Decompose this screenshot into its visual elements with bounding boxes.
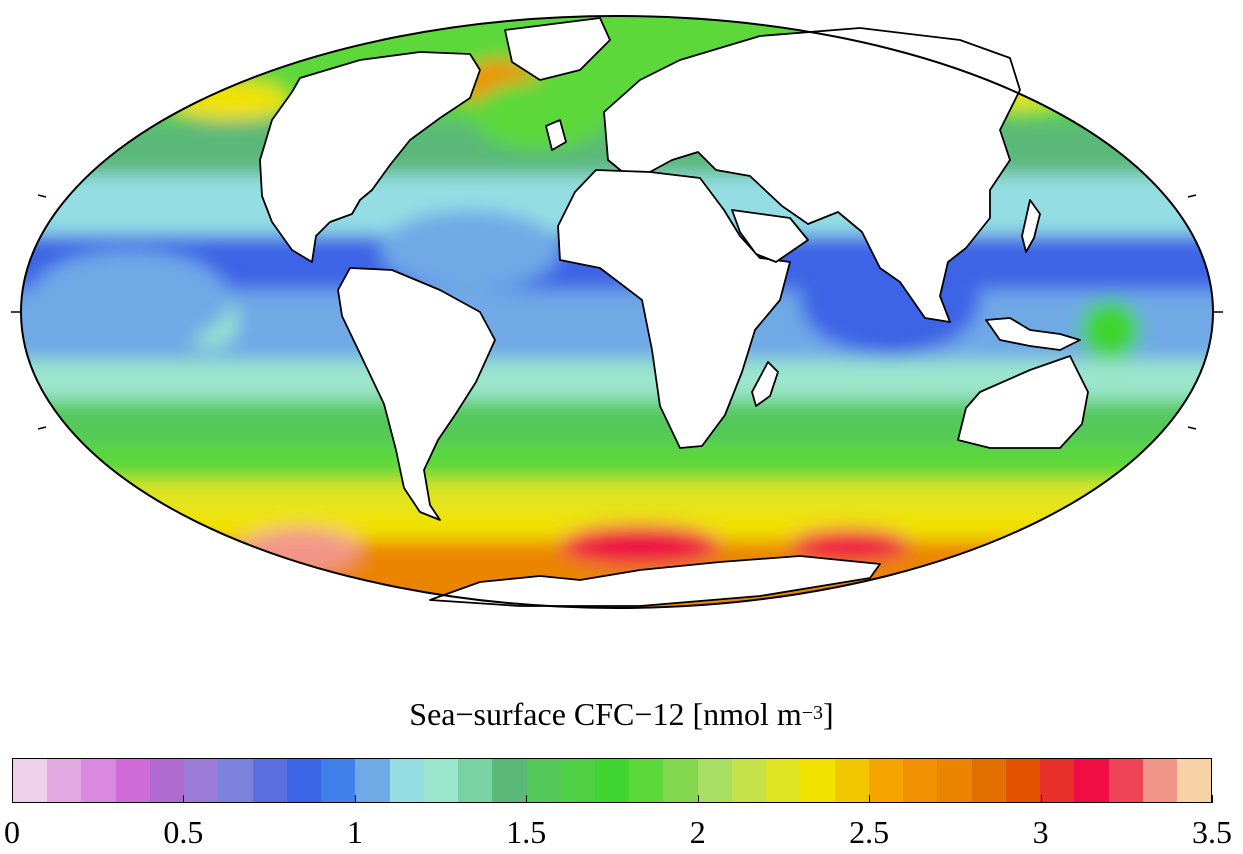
africa-landmass xyxy=(557,169,791,449)
colorbar-tick-label: 2.5 xyxy=(849,814,890,850)
colorbar-swatch xyxy=(1040,759,1075,802)
colorbar-swatch xyxy=(1176,759,1212,802)
colorbar-tick-label: 3 xyxy=(1032,814,1049,850)
colorbar-tick-mark xyxy=(869,795,871,803)
cfc-field-patch xyxy=(21,480,1213,510)
colorbar-tick-label: 0 xyxy=(4,814,20,850)
colorbar-swatch xyxy=(355,759,390,802)
colorbar-swatch xyxy=(766,759,801,802)
colorbar-swatch xyxy=(47,759,82,802)
colorbar-swatch xyxy=(286,759,322,802)
colorbar-tick-mark xyxy=(12,795,13,803)
colorbar-swatch xyxy=(389,759,424,802)
colorbar-tick-mark xyxy=(354,795,356,803)
eurasia-landmass xyxy=(603,27,1021,323)
cfc-field-patch xyxy=(380,210,560,290)
colorbar-swatch xyxy=(458,759,493,802)
south-america-landmass xyxy=(337,267,496,521)
cfc-field-patch xyxy=(21,445,1213,480)
colorbar-swatch xyxy=(697,759,732,802)
colorbar-swatch xyxy=(1074,759,1109,802)
colorbar-swatch xyxy=(971,759,1006,802)
arabian-peninsula xyxy=(731,209,809,263)
colorbar-tick-mark xyxy=(1040,795,1042,803)
colorbar-swatch xyxy=(594,759,630,802)
colorbar-swatch xyxy=(252,759,287,802)
colorbar-tick-mark xyxy=(697,795,699,803)
uk-islands xyxy=(545,119,567,151)
colorbar-swatch xyxy=(423,759,459,802)
colorbar-swatch xyxy=(13,759,48,802)
cfc-field-patch xyxy=(30,250,230,350)
colorbar xyxy=(12,758,1212,803)
japan-islands xyxy=(1021,199,1041,253)
cfc-field-patch xyxy=(790,529,910,561)
colorbar-swatch xyxy=(115,759,150,802)
colorbar-tick-label: 0.5 xyxy=(163,814,204,850)
colorbar-swatch xyxy=(321,759,356,802)
colorbar-swatch xyxy=(834,759,869,802)
colorbar-swatch xyxy=(184,759,219,802)
colorbar-tick-label: 3.5 xyxy=(1192,814,1232,850)
colorbar-swatch xyxy=(868,759,904,802)
cfc-field-patch xyxy=(470,80,610,150)
indonesia-islands xyxy=(985,317,1081,351)
colorbar-tick-mark xyxy=(183,795,185,803)
colorbar-swatch xyxy=(1108,759,1143,802)
colorbar-swatch xyxy=(492,759,527,802)
colorbar-title: Sea−surface CFC−12 [nmol m−3] xyxy=(0,694,1243,739)
colorbar-swatch xyxy=(629,759,664,802)
australia-landmass xyxy=(957,355,1089,449)
colorbar-swatch xyxy=(903,759,938,802)
colorbar-swatch xyxy=(663,759,698,802)
colorbar-tick-mark xyxy=(526,795,528,803)
madagascar-island xyxy=(751,361,779,407)
antarctica-landmass xyxy=(429,555,881,607)
greenland-landmass xyxy=(504,17,611,81)
colorbar-swatch xyxy=(1005,759,1041,802)
colorbar-tick-label: 1.5 xyxy=(506,814,547,850)
colorbar-swatch xyxy=(731,759,767,802)
colorbar-swatch xyxy=(1142,759,1177,802)
colorbar-swatch xyxy=(149,759,185,802)
north-america-landmass xyxy=(259,51,481,263)
colorbar-tick-label: 1 xyxy=(346,814,363,850)
colorbar-title-text: Sea−surface CFC−12 [nmol m xyxy=(409,696,802,732)
ocean-cfc-field xyxy=(21,16,1213,608)
colorbar-swatch xyxy=(526,759,561,802)
frame-ticks xyxy=(11,194,1223,430)
colorbar-swatch xyxy=(560,759,595,802)
cfc-field-patch xyxy=(240,528,360,572)
continents xyxy=(259,17,1089,607)
colorbar-title-exponent: −3 xyxy=(801,702,824,724)
colorbar-swatch xyxy=(218,759,253,802)
cfc-field-patch xyxy=(1080,300,1140,360)
cfc-field-patch xyxy=(560,525,720,565)
colorbar-title-suffix: ] xyxy=(823,696,834,732)
colorbar-swatch xyxy=(81,759,116,802)
colorbar-tick-label: 2 xyxy=(689,814,706,850)
colorbar-swatch xyxy=(800,759,835,802)
colorbar-swatch xyxy=(937,759,972,802)
colorbar-tick-mark xyxy=(1212,795,1213,803)
